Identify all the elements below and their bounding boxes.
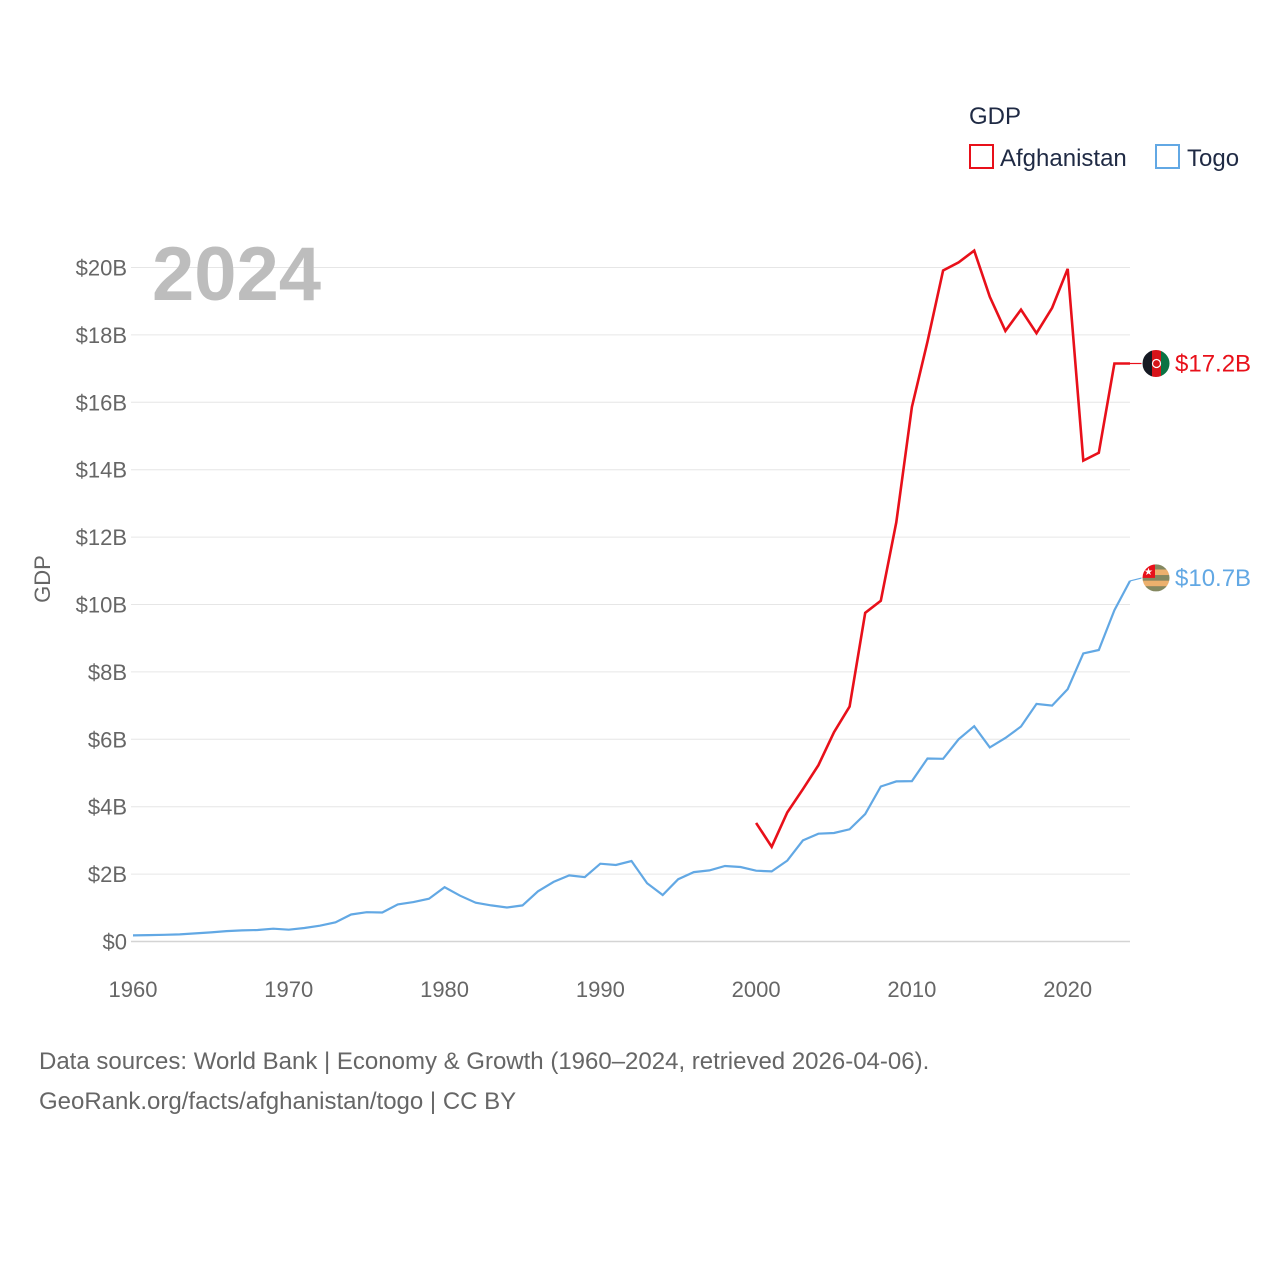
x-tick-label: 2000 bbox=[732, 977, 781, 1002]
x-tick-label: 1960 bbox=[109, 977, 158, 1002]
x-tick-label: 2010 bbox=[887, 977, 936, 1002]
gridlines bbox=[131, 267, 1130, 943]
year-label: 2024 bbox=[152, 232, 321, 317]
footer-sources: Data sources: World Bank | Economy & Gro… bbox=[39, 1048, 930, 1075]
footer-attribution[interactable]: GeoRank.org/facts/afghanistan/togo | CC … bbox=[39, 1088, 517, 1115]
legend-swatch-afghanistan[interactable] bbox=[969, 144, 994, 169]
legend-label-togo[interactable]: Togo bbox=[1187, 145, 1239, 172]
y-axis-title: GDP bbox=[30, 555, 55, 603]
y-tick-label: $8B bbox=[88, 660, 127, 685]
y-tick-label: $6B bbox=[88, 727, 127, 752]
afghanistan-end-marker: $17.2B bbox=[1130, 349, 1251, 378]
y-tick-label: $2B bbox=[88, 862, 127, 887]
svg-text:★: ★ bbox=[1144, 567, 1153, 578]
legend-title: GDP bbox=[969, 103, 1021, 130]
x-axis-ticks: 1960 1970 1980 1990 2000 2010 2020 bbox=[109, 977, 1093, 1002]
afghanistan-end-value: $17.2B bbox=[1175, 351, 1251, 378]
series-layer bbox=[132, 248, 1131, 937]
y-tick-label: $12B bbox=[76, 525, 127, 550]
afghanistan-flag-icon bbox=[1141, 349, 1171, 378]
y-tick-label: $0 bbox=[103, 930, 127, 955]
series-line-afghanistan bbox=[755, 248, 1130, 850]
legend-label-afghanistan[interactable]: Afghanistan bbox=[1000, 145, 1127, 172]
x-tick-label: 1990 bbox=[576, 977, 625, 1002]
togo-connector-line bbox=[1129, 577, 1143, 582]
x-tick-label: 2020 bbox=[1043, 977, 1092, 1002]
togo-flag-icon: ★ bbox=[1141, 563, 1171, 593]
y-tick-label: $20B bbox=[76, 256, 127, 281]
y-tick-label: $18B bbox=[76, 323, 127, 348]
y-tick-label: $4B bbox=[88, 795, 127, 820]
series-line-togo bbox=[132, 580, 1131, 937]
legend: GDP Afghanistan Togo bbox=[969, 103, 1239, 172]
footer: Data sources: World Bank | Economy & Gro… bbox=[39, 1042, 929, 1122]
legend-swatch-togo[interactable] bbox=[1155, 144, 1180, 169]
x-tick-label: 1970 bbox=[264, 977, 313, 1002]
y-axis-ticks: $0 $2B $4B $6B $8B $10B $12B $14B $16B $18B $20B bbox=[76, 256, 127, 955]
x-tick-label: 1980 bbox=[420, 977, 469, 1002]
y-tick-label: $10B bbox=[76, 593, 127, 618]
togo-end-value: $10.7B bbox=[1175, 565, 1251, 592]
y-tick-label: $16B bbox=[76, 390, 127, 415]
togo-end-marker: ★ $10.7B bbox=[1129, 563, 1251, 593]
y-tick-label: $14B bbox=[76, 458, 127, 483]
